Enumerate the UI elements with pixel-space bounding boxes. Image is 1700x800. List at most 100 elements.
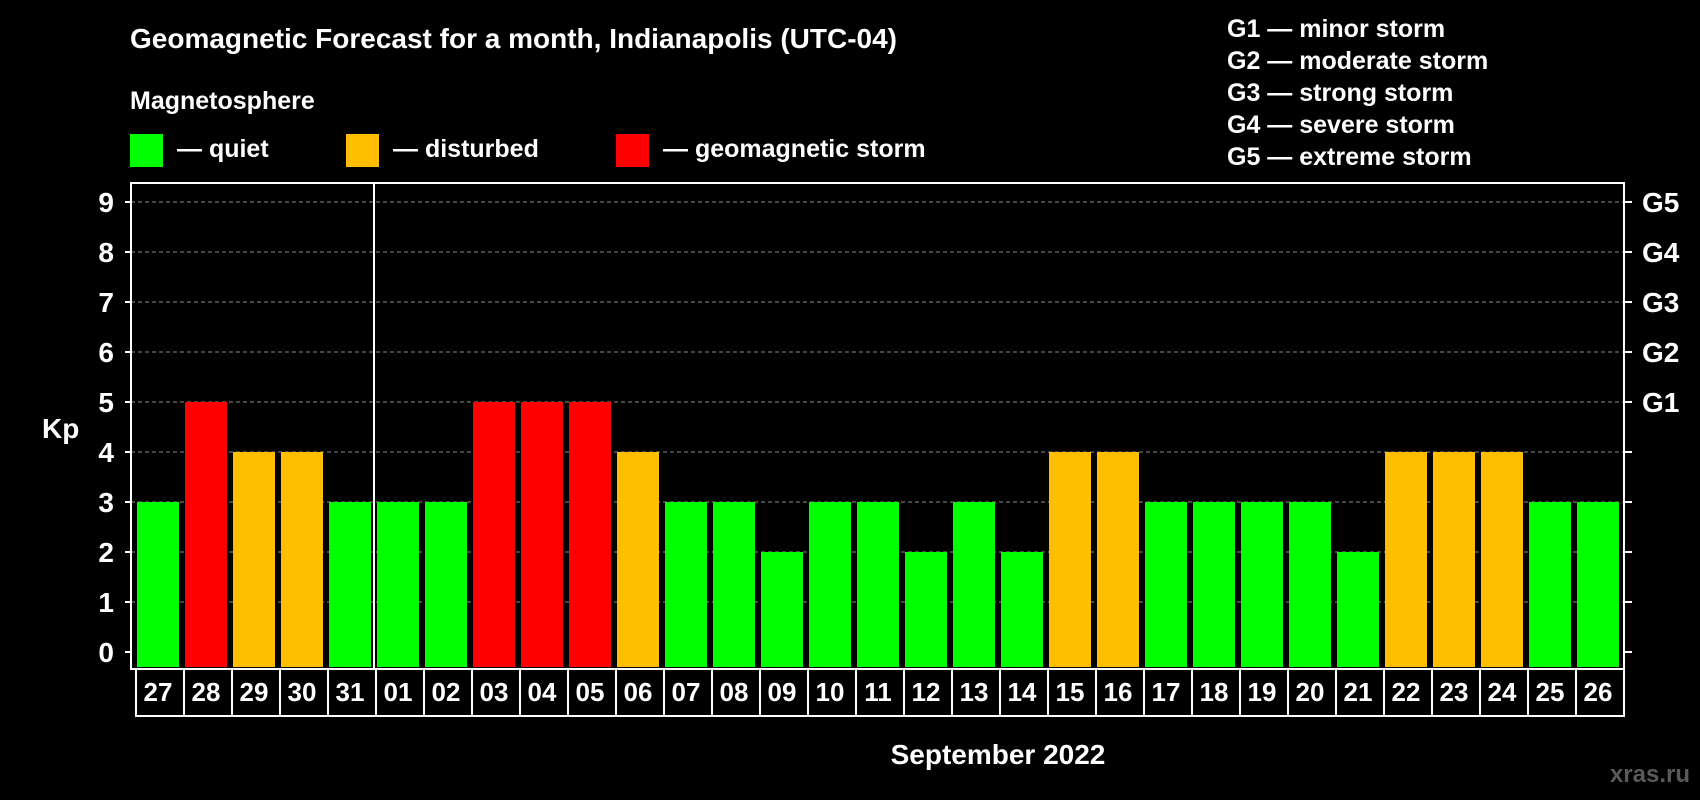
x-tick-label-02: 02 (432, 677, 461, 707)
bar-24 (1481, 452, 1523, 667)
legend-swatch-0 (130, 134, 163, 167)
y-tick-label-0: 0 (98, 637, 114, 668)
x-tick-label-30: 30 (288, 677, 317, 707)
bar-15 (1049, 452, 1091, 667)
bar-10 (809, 502, 851, 667)
legend-swatch-2 (616, 134, 649, 167)
storm-level-G1: G1 (1642, 387, 1679, 418)
bar-28 (185, 402, 227, 667)
y-tick-label-6: 6 (98, 337, 114, 368)
bar-11 (857, 502, 899, 667)
bar-21 (1337, 552, 1379, 667)
x-tick-label-11: 11 (864, 677, 892, 707)
x-tick-label-04: 04 (528, 677, 557, 707)
y-tick-label-4: 4 (98, 437, 114, 468)
bar-13 (953, 502, 995, 667)
legend-swatch-1 (346, 134, 379, 167)
x-tick-label-08: 08 (720, 677, 749, 707)
y-tick-label-2: 2 (98, 537, 114, 568)
bar-23 (1433, 452, 1475, 667)
x-tick-label-14: 14 (1008, 677, 1037, 707)
x-tick-label-17: 17 (1152, 677, 1181, 707)
x-tick-label-26: 26 (1584, 677, 1613, 707)
bar-01 (377, 502, 419, 667)
bar-14 (1001, 552, 1043, 667)
legend-heading: Magnetosphere (130, 87, 315, 115)
bar-18 (1193, 502, 1235, 667)
x-axis-label: September 2022 (891, 739, 1106, 770)
x-tick-label-13: 13 (960, 677, 989, 707)
bar-02 (425, 502, 467, 667)
bar-12 (905, 552, 947, 667)
bars (137, 183, 1619, 669)
chart-title: Geomagnetic Forecast for a month, Indian… (130, 23, 897, 54)
legend-label-1: — disturbed (393, 135, 539, 163)
bar-31 (329, 502, 371, 667)
bar-06 (617, 452, 659, 667)
storm-level-G2: G2 (1642, 337, 1679, 368)
x-tick-label-05: 05 (576, 677, 605, 707)
y-tick-label-5: 5 (98, 387, 114, 418)
bar-29 (233, 452, 275, 667)
x-tick-label-12: 12 (912, 677, 941, 707)
bar-07 (665, 502, 707, 667)
x-tick-label-19: 19 (1248, 677, 1277, 707)
x-tick-label-10: 10 (816, 677, 845, 707)
x-tick-label-27: 27 (144, 677, 173, 707)
y-axis-label: Kp (42, 413, 79, 444)
bar-30 (281, 452, 323, 667)
storm-scale-item-3: G4 — severe storm (1227, 111, 1455, 139)
x-tick-label-01: 01 (384, 677, 413, 707)
storm-level-G3: G3 (1642, 287, 1679, 318)
x-tick-label-31: 31 (336, 677, 365, 707)
storm-level-G5: G5 (1642, 187, 1679, 218)
y-tick-label-1: 1 (98, 587, 114, 618)
x-tick-label-03: 03 (480, 677, 509, 707)
x-tick-label-23: 23 (1440, 677, 1469, 707)
bar-22 (1385, 452, 1427, 667)
x-tick-label-16: 16 (1104, 677, 1133, 707)
x-tick-label-06: 06 (624, 677, 653, 707)
bar-26 (1577, 502, 1619, 667)
x-tick-label-25: 25 (1536, 677, 1565, 707)
bar-05 (569, 402, 611, 667)
x-tick-label-29: 29 (240, 677, 269, 707)
watermark: xras.ru (1610, 761, 1690, 788)
storm-scale-item-4: G5 — extreme storm (1227, 143, 1472, 171)
x-tick-label-22: 22 (1392, 677, 1421, 707)
y-tick-label-9: 9 (98, 187, 114, 218)
bar-08 (713, 502, 755, 667)
bar-16 (1097, 452, 1139, 667)
bar-09 (761, 552, 803, 667)
bar-19 (1241, 502, 1283, 667)
bar-04 (521, 402, 563, 667)
bar-27 (137, 502, 179, 667)
legend: — quiet — disturbed — geomagnetic storm (130, 134, 926, 167)
storm-scale-item-2: G3 — strong storm (1227, 79, 1453, 107)
legend-label-0: — quiet (177, 135, 269, 163)
storm-scale-item-0: G1 — minor storm (1227, 15, 1445, 43)
x-tick-label-15: 15 (1056, 677, 1085, 707)
bar-25 (1529, 502, 1571, 667)
x-tick-label-09: 09 (768, 677, 797, 707)
bar-17 (1145, 502, 1187, 667)
y-tick-label-8: 8 (98, 237, 114, 268)
storm-scale-legend: G1 — minor storm G2 — moderate storm G3 — … (1227, 15, 1488, 171)
x-tick-label-07: 07 (672, 677, 701, 707)
storm-level-G4: G4 (1642, 237, 1680, 268)
storm-scale-item-1: G2 — moderate storm (1227, 47, 1488, 75)
x-tick-label-18: 18 (1200, 677, 1229, 707)
day-cell-26 (1575, 668, 1625, 717)
x-tick-label-24: 24 (1488, 677, 1517, 707)
y-axis: 0 1 2 3 4 5 6 7 8 9 (98, 187, 131, 668)
bar-03 (473, 402, 515, 667)
y-tick-label-3: 3 (98, 487, 114, 518)
x-axis: 27 28 29 30 31 01 02 03 04 05 06 07 08 09 10 11 12 13 14 15… (135, 668, 1625, 717)
legend-label-2: — geomagnetic storm (663, 135, 926, 163)
y-tick-label-7: 7 (98, 287, 114, 318)
x-tick-label-21: 21 (1344, 677, 1373, 707)
bar-20 (1289, 502, 1331, 667)
storm-level-axis: G1 G2 G3 G4 G5 (1624, 187, 1680, 653)
x-tick-label-20: 20 (1296, 677, 1325, 707)
